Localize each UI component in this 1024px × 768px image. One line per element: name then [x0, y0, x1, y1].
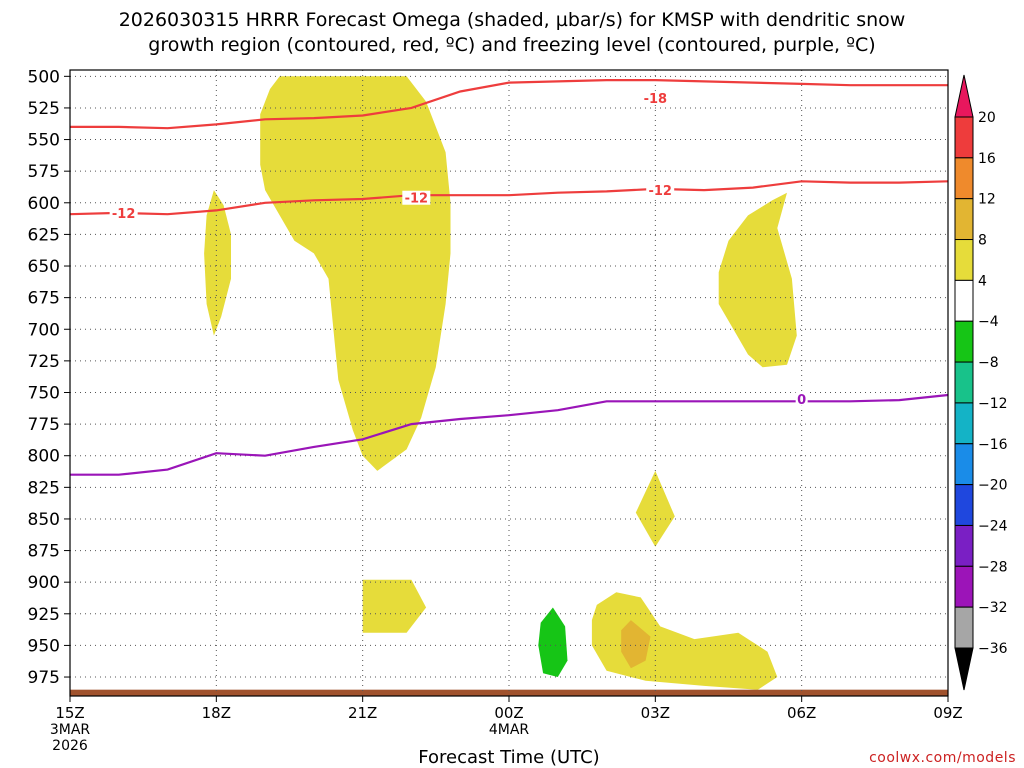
grid-layer [69, 70, 949, 696]
omega-4-8-850 [635, 470, 675, 547]
y-tick-label-775: 775 [28, 415, 60, 435]
y-tick-label-750: 750 [28, 383, 60, 403]
contour-line--18C [70, 79, 948, 130]
y-tick-label-550: 550 [28, 131, 60, 151]
y-tick-label-500: 500 [28, 67, 60, 87]
colorbar-segment [954, 116, 974, 159]
contour-label--18C-1: -18 [644, 92, 668, 107]
x-tick-label-03Z: 03Z [641, 704, 670, 722]
y-tick-label-825: 825 [28, 478, 60, 498]
credit-text: coolwx.com/models [869, 750, 1016, 766]
omega-neg4-neg8 [538, 607, 568, 677]
contour-label-bg [402, 190, 431, 205]
colorbar-segment [954, 198, 974, 241]
y-tick-label-625: 625 [28, 225, 60, 245]
x-tick-label-09Z: 09Z [933, 704, 962, 722]
contour-label--12C-1: -12 [112, 207, 136, 222]
omega-4-8-925 [362, 579, 427, 633]
colorbar-segment [954, 443, 974, 486]
omega-4-8-small-left [204, 190, 231, 336]
y-tick-label-900: 900 [28, 573, 60, 593]
colorbar-label-13: −36 [978, 641, 1008, 657]
contour-layer: -18 -12 -12 -12 0 [69, 79, 949, 476]
contour-line-0C [70, 393, 949, 476]
x-tick-sublabel: 3MAR [50, 722, 91, 738]
y-tick-label-975: 975 [28, 668, 60, 688]
title-line-2: growth region (contoured, red, ºC) and f… [148, 34, 876, 56]
y-tick-label-875: 875 [28, 542, 60, 562]
y-tick-label-925: 925 [28, 605, 60, 625]
y-tick-label-675: 675 [28, 289, 60, 309]
plot-frame [69, 69, 949, 697]
colorbar-label-12: −32 [978, 600, 1008, 616]
colorbar-segment [954, 402, 974, 445]
y-tick-label-950: 950 [28, 636, 60, 656]
colorbar-label-4: 4 [978, 273, 987, 289]
colorbar-segment [954, 157, 974, 200]
colorbar-label-2: 12 [978, 192, 996, 208]
x-tick-label-18Z: 18Z [202, 704, 231, 722]
y-tick-label-575: 575 [28, 162, 60, 182]
colorbar-label-6: −8 [978, 355, 999, 371]
colorbar-segment [954, 239, 974, 281]
colorbar-label-7: −12 [978, 396, 1008, 412]
y-tick-label-850: 850 [28, 510, 60, 530]
colorbar-segment [954, 361, 974, 404]
contour-label-bg [109, 205, 138, 220]
colorbar-label-3: 8 [978, 233, 987, 249]
colorbar-segment [954, 320, 974, 363]
omega-4-8-right [718, 192, 797, 368]
contour-label-bg [641, 90, 670, 105]
title-line-1: 2026030315 HRRR Forecast Omega (shaded, … [118, 9, 906, 31]
colorbar-label-5: −4 [978, 314, 999, 330]
x-tick-label-06Z: 06Z [787, 704, 816, 722]
omega-4-8-main [260, 76, 451, 471]
y-tick-label-525: 525 [28, 99, 60, 119]
x-tick-sublabel: 4MAR [489, 722, 530, 738]
colorbar-label-10: −24 [978, 518, 1008, 534]
surface [70, 689, 948, 696]
contour-label--12C-3: -12 [648, 184, 672, 199]
y-tick-label-700: 700 [28, 320, 60, 340]
colorbar-label-8: −16 [978, 437, 1008, 453]
x-tick-label-00Z: 00Z [494, 704, 523, 722]
x-axis-title: Forecast Time (UTC) [418, 747, 599, 768]
colorbar-bottom-arrow [954, 647, 974, 691]
colorbar-label-1: 16 [978, 151, 996, 167]
omega-4-8-lower [591, 592, 778, 690]
y-tick-label-800: 800 [28, 447, 60, 467]
y-tick-label-650: 650 [28, 257, 60, 277]
colorbar-label-11: −28 [978, 559, 1008, 575]
colorbar-segment [954, 606, 974, 649]
colorbar-label-0: 20 [978, 110, 996, 126]
colorbar-label-9: −20 [978, 478, 1008, 494]
omega-shading-layer [70, 76, 948, 696]
colorbar-top-arrow [954, 74, 974, 118]
axes-layer: 500 525 550 575 600 625 650 675 700 725 750 775 800 8… [28, 67, 963, 768]
contour-label-bg [646, 183, 675, 198]
x-tick-label-21Z: 21Z [348, 704, 377, 722]
omega-8-12-center [621, 620, 651, 669]
x-tick-label-15Z: 15Z [55, 704, 84, 722]
colorbar-segment [954, 279, 974, 322]
x-tick-sublabel: 2026 [52, 738, 88, 754]
y-tick-label-600: 600 [28, 194, 60, 214]
colorbar-segment [954, 484, 974, 526]
contour-label-0C-1: 0 [797, 393, 806, 408]
colorbar-segment [954, 565, 974, 608]
colorbar-segment [954, 524, 974, 567]
colorbar: 20 16 12 8 4 −4 −8 −12 −16 −20 −24 −28 −32 −36 [954, 74, 1008, 691]
contour-line--12C [69, 180, 949, 216]
contour-label--12C-2: -12 [405, 192, 429, 207]
contour-label-bg [795, 391, 808, 406]
y-tick-label-725: 725 [28, 352, 60, 372]
